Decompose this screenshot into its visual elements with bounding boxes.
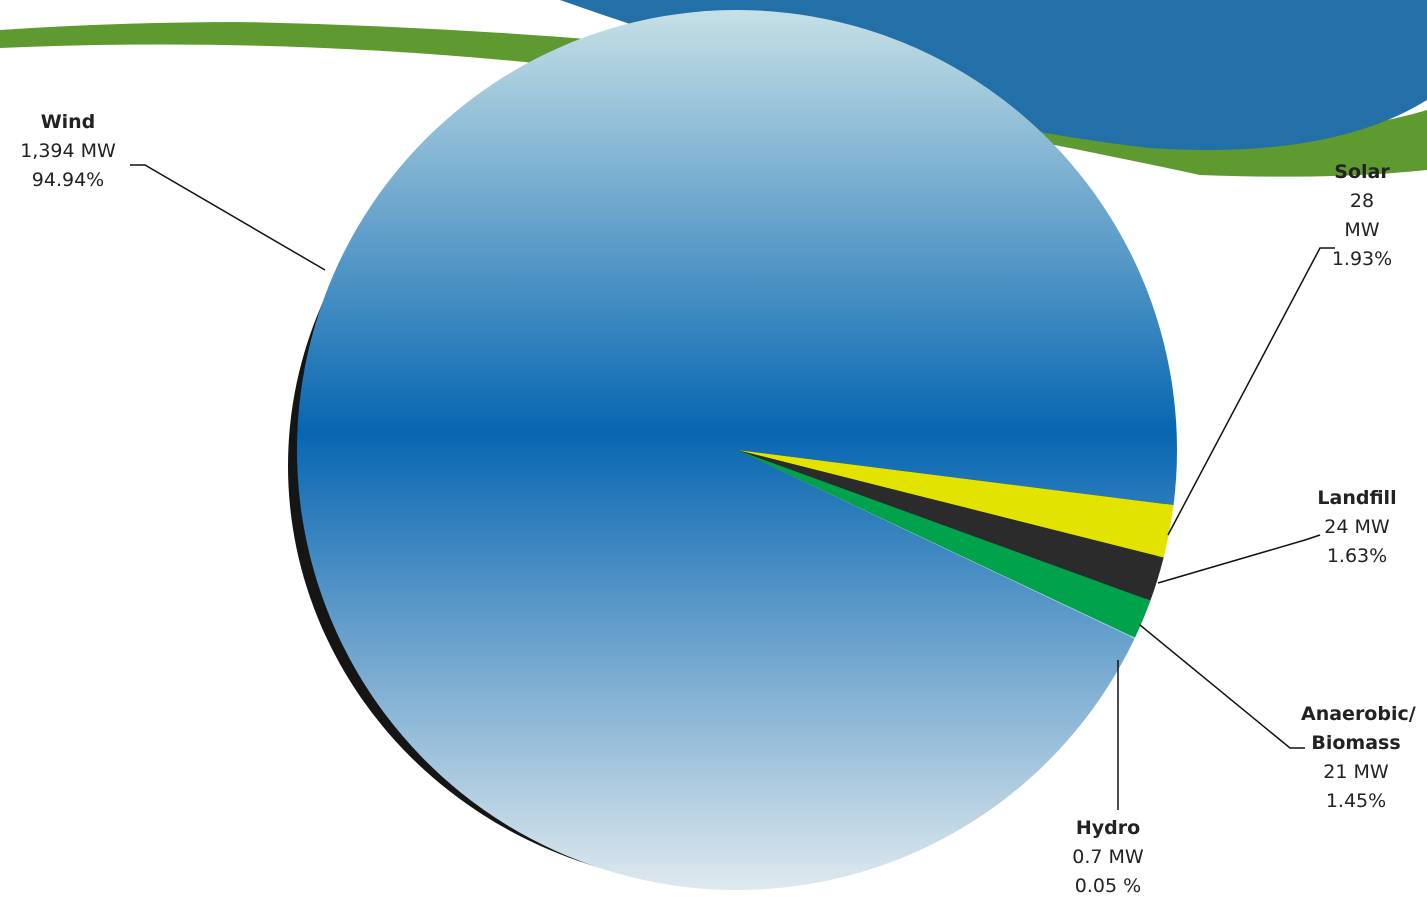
category-name: Hydro — [1075, 817, 1141, 839]
leader-line — [1167, 247, 1335, 536]
value-label: 94.94% — [31, 169, 105, 191]
slice-label: Wind 1,394 MW 94.94% — [20, 108, 116, 195]
pie-slice — [737, 450, 1164, 601]
value-label: 0.05 % — [1074, 875, 1142, 897]
category-name: Solar — [1334, 161, 1390, 183]
slice-label: Hydro 0.7 MW 0.05 % — [1072, 814, 1143, 901]
slice-label: Solar 28 MW 1.93% — [1330, 158, 1395, 274]
pie-slice — [737, 450, 1151, 638]
capacity-label: 28 MW — [1344, 190, 1380, 241]
category-name: Wind — [40, 111, 96, 133]
leader-line — [1157, 534, 1321, 584]
capacity-label: 24 MW — [1324, 516, 1390, 538]
leader-line — [130, 164, 326, 271]
capacity-label: 0.7 MW — [1072, 846, 1144, 868]
category-name: Landfill — [1317, 487, 1397, 509]
value-label: 1.63% — [1326, 545, 1388, 567]
pie-slice — [737, 450, 1174, 558]
value-label: 1.93% — [1331, 248, 1393, 270]
leader-lines — [130, 164, 1335, 810]
green-swoosh — [0, 22, 1427, 177]
white-swoosh — [0, 7, 600, 40]
slice-label: Landfill 24 MW 1.63% — [1317, 484, 1396, 571]
slice-label: Anaerobic/ Biomass 21 MW 1.45% — [1301, 700, 1416, 816]
leader-line — [1139, 624, 1305, 749]
capacity-label: 21 MW — [1323, 761, 1389, 783]
pie-slice — [296, 9, 1177, 890]
capacity-label: 1,394 MW — [20, 140, 116, 162]
pie-slice — [737, 450, 1136, 639]
value-label: 1.45% — [1325, 790, 1387, 812]
category-name: Anaerobic/ Biomass — [1301, 703, 1416, 754]
